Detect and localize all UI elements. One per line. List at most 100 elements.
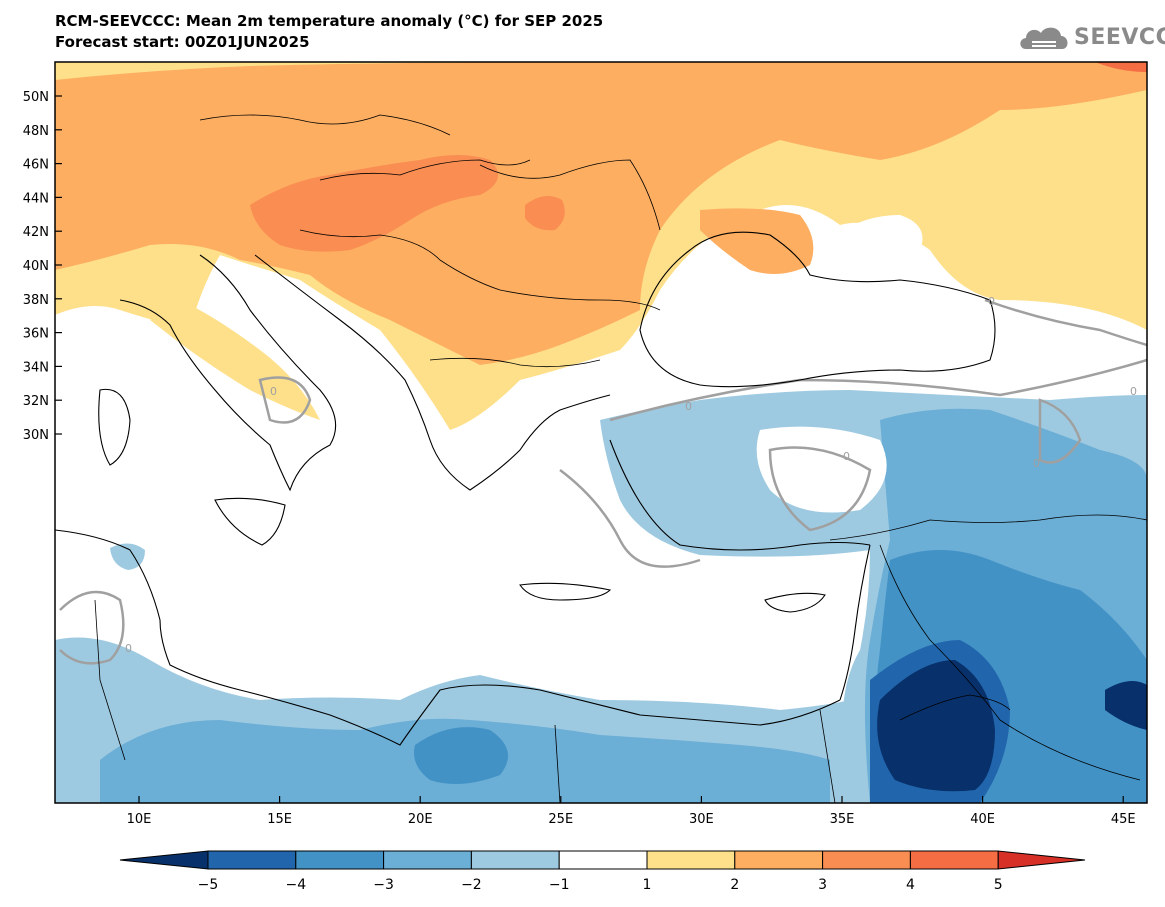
border-croatia-serbia bbox=[299, 229, 501, 291]
coastlines bbox=[55, 231, 996, 746]
colorbar-segment bbox=[646, 850, 736, 870]
contour-label: 0 bbox=[1033, 457, 1040, 470]
lon-tick-label: 15E bbox=[267, 812, 292, 827]
colorbar-segment bbox=[558, 850, 648, 870]
contour-value-labels: 0 0 0 0 0 0 0 bbox=[125, 295, 1137, 655]
colorbar-segment bbox=[822, 850, 911, 870]
colorbar-segment bbox=[470, 850, 560, 870]
dark-orange-anomaly-romania bbox=[525, 196, 565, 231]
colorbar-tick-label: 4 bbox=[906, 877, 915, 893]
light-blue-anomaly-tunisia bbox=[110, 543, 145, 570]
colorbar-tick-label: 5 bbox=[994, 877, 1003, 893]
orange-anomaly-black-sea-north bbox=[700, 208, 814, 274]
lat-tick-label: 50N bbox=[23, 90, 49, 105]
border-egypt-sinai bbox=[819, 709, 836, 803]
coast-sicily bbox=[214, 497, 286, 546]
contour-label: 0 bbox=[270, 385, 277, 398]
map-field: 0 0 0 0 0 0 0 bbox=[55, 62, 1147, 803]
yellow-anomaly-italy-coast bbox=[150, 305, 320, 420]
zero-contour-caucasus bbox=[984, 298, 1147, 347]
coast-crete bbox=[519, 582, 612, 601]
border-libya-egypt bbox=[554, 724, 561, 803]
dark-orange-anomaly-pannonia bbox=[250, 155, 498, 252]
colorbar-tick-label: 1 bbox=[643, 877, 652, 893]
colorbar-tick-label: 2 bbox=[730, 877, 739, 893]
colorbar-segment bbox=[207, 850, 297, 870]
navy-anomaly-east-edge bbox=[1105, 681, 1147, 730]
longitude-axis: 10E 15E 20E 25E 30E 35E 40E 45E bbox=[127, 796, 1136, 827]
latitude-axis: 50N 48N 46N 44N 42N 40N 38N 36N 34N 32N 30N bbox=[23, 90, 62, 443]
contour-label: 0 bbox=[1130, 385, 1137, 398]
contour-label: 0 bbox=[843, 450, 850, 463]
lon-tick-label: 40E bbox=[970, 812, 995, 827]
lon-tick-label: 30E bbox=[689, 812, 714, 827]
zero-contour-anatolia-loop bbox=[768, 446, 872, 532]
coast-cyprus bbox=[764, 592, 826, 613]
coast-north-africa bbox=[55, 529, 841, 746]
lon-tick-label: 35E bbox=[830, 812, 855, 827]
border-turkey-syria bbox=[829, 514, 1147, 541]
colorbar-segment bbox=[909, 850, 999, 870]
lon-tick-label: 45E bbox=[1111, 812, 1136, 827]
logo-text: SEEVCCC bbox=[1074, 24, 1165, 50]
border-romania bbox=[479, 159, 661, 231]
colorbar-segment bbox=[734, 850, 824, 870]
coast-sardinia bbox=[98, 388, 131, 466]
zero-contour-aegean bbox=[559, 469, 701, 568]
navy-anomaly-core bbox=[877, 660, 995, 792]
colorbar-tick-label: 3 bbox=[818, 877, 827, 893]
lat-tick-label: 46N bbox=[23, 158, 49, 173]
zero-contour-tunisia bbox=[59, 590, 125, 665]
border-jordan-saudi bbox=[899, 694, 1011, 721]
lat-tick-label: 44N bbox=[23, 191, 49, 206]
colorbar-tick-label: −4 bbox=[285, 877, 306, 893]
zero-contour-italy bbox=[258, 376, 312, 424]
colorbar-tick-label: −5 bbox=[198, 877, 219, 893]
zero-contour-anatolia-north bbox=[609, 358, 1147, 422]
map-frame bbox=[54, 61, 1148, 804]
coast-balkans bbox=[254, 254, 611, 491]
lat-tick-label: 40N bbox=[23, 259, 49, 274]
lat-tick-label: 30N bbox=[23, 428, 49, 443]
lon-tick-label: 20E bbox=[408, 812, 433, 827]
colorbar-segment bbox=[383, 850, 472, 870]
lon-tick-label: 10E bbox=[127, 812, 152, 827]
map-title: RCM-SEEVCCC: Mean 2m temperature anomaly… bbox=[55, 12, 604, 30]
colorbar-tick-label: −2 bbox=[461, 877, 482, 893]
colorbar-segment bbox=[295, 850, 385, 870]
mid-blue-anomaly-egypt bbox=[414, 727, 508, 784]
red-anomaly-north-edge bbox=[1095, 62, 1147, 72]
lat-tick-label: 36N bbox=[23, 327, 49, 342]
forecast-start-subtitle: Forecast start: 00Z01JUN2025 bbox=[55, 33, 310, 51]
border-bulgaria-greece bbox=[429, 357, 601, 368]
border-syria-iraq-saudi bbox=[879, 544, 1141, 781]
seevccc-logo: SEEVCCC bbox=[1018, 22, 1165, 52]
colorbar-high-arrow bbox=[997, 850, 1086, 870]
country-borders bbox=[94, 114, 1147, 803]
cloud-logo-icon bbox=[1020, 27, 1068, 49]
coast-turkey-south bbox=[609, 439, 871, 551]
colorbar-tick-label: −3 bbox=[373, 877, 394, 893]
border-central-europe bbox=[199, 114, 451, 136]
lat-tick-label: 34N bbox=[23, 360, 49, 375]
lon-tick-label: 25E bbox=[548, 812, 573, 827]
border-bulgaria-romania bbox=[499, 289, 661, 311]
zero-contour-east-loop bbox=[1038, 398, 1082, 464]
white-anomaly-sea-of-azov bbox=[830, 215, 923, 260]
lat-tick-label: 38N bbox=[23, 293, 49, 308]
contour-label: 0 bbox=[988, 295, 995, 308]
yellow-anomaly-east bbox=[960, 178, 1147, 300]
coast-black-sea bbox=[639, 231, 996, 388]
lat-tick-label: 32N bbox=[23, 394, 49, 409]
colorbar-low-arrow bbox=[119, 850, 209, 870]
orange-anomaly-europe bbox=[55, 62, 1147, 365]
coast-levant bbox=[839, 544, 871, 701]
lat-tick-label: 48N bbox=[23, 124, 49, 139]
contour-label: 0 bbox=[125, 642, 132, 655]
border-tunisia-algeria bbox=[94, 599, 126, 761]
colorbar-tick-label: −1 bbox=[549, 877, 570, 893]
colorbar: −5 −4 −3 −2 −1 1 2 3 4 5 bbox=[119, 850, 1086, 893]
contour-label: 0 bbox=[685, 400, 692, 413]
zero-contours bbox=[59, 298, 1147, 665]
